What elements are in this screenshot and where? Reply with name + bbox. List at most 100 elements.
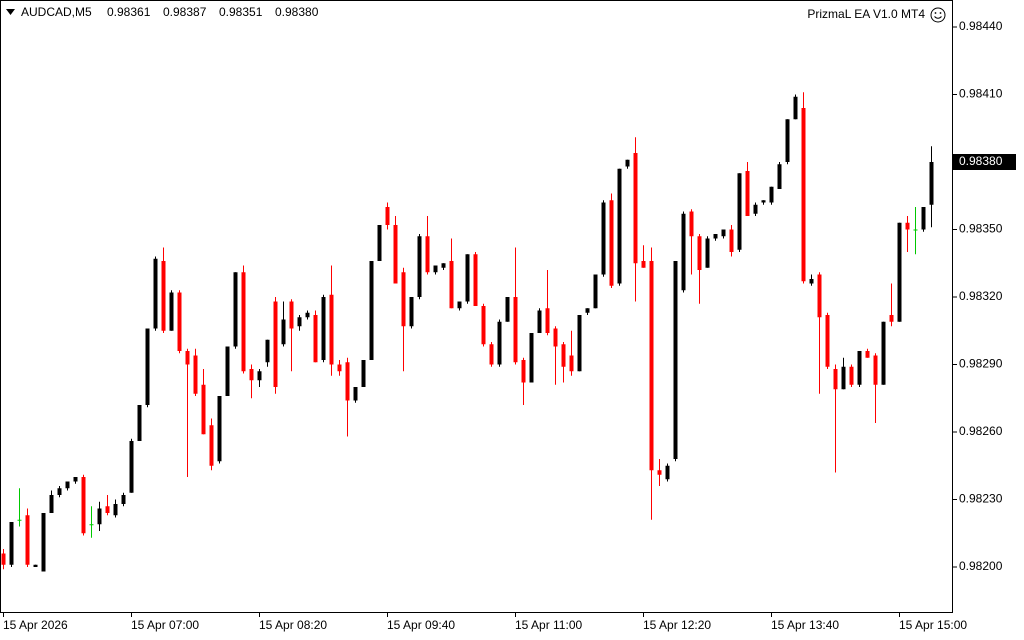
candle-body xyxy=(529,333,534,383)
candle-body xyxy=(457,301,462,309)
candle-body xyxy=(313,315,318,363)
y-tick-label: 0.98200 xyxy=(959,559,1003,573)
candle-body xyxy=(785,119,790,162)
x-tick-label: 15 Apr 11:00 xyxy=(515,618,582,632)
candle-body xyxy=(17,519,22,521)
candle-body xyxy=(489,344,494,365)
candle-body xyxy=(809,279,814,284)
smiley-mouth xyxy=(934,16,942,19)
candle-body xyxy=(241,272,246,372)
candle-body xyxy=(409,297,414,327)
x-tick-label: 15 Apr 15:00 xyxy=(899,618,967,632)
menu-triangle[interactable] xyxy=(6,9,15,15)
candle-body xyxy=(401,272,406,327)
candle-body xyxy=(177,292,182,351)
candle-body xyxy=(777,164,782,189)
candle-body xyxy=(873,355,878,385)
candle-body xyxy=(145,328,150,405)
candle-body xyxy=(697,236,702,270)
candle-body xyxy=(473,254,478,306)
candle-body xyxy=(921,207,926,230)
candle-body xyxy=(9,522,14,565)
candle-body xyxy=(449,261,454,309)
candle-body xyxy=(577,315,582,372)
candle-body xyxy=(81,477,86,534)
candle-body xyxy=(353,387,358,401)
candle-body xyxy=(905,222,910,230)
x-tick-label: 15 Apr 08:20 xyxy=(259,618,327,632)
candle-body xyxy=(417,236,422,297)
candle-body xyxy=(425,236,430,273)
candle-body xyxy=(217,396,222,462)
y-tick-label: 0.98230 xyxy=(959,492,1003,506)
candle-body xyxy=(209,425,214,466)
candle-body xyxy=(289,301,294,329)
candle-body xyxy=(441,263,446,268)
candle-body xyxy=(545,308,550,333)
candle-body xyxy=(193,355,198,394)
candle-body xyxy=(673,261,678,459)
candle-body xyxy=(665,465,670,480)
candle-body xyxy=(625,159,630,167)
candle-body xyxy=(881,321,886,385)
candle-body xyxy=(769,186,774,203)
smiley[interactable] xyxy=(930,7,946,23)
candle-body xyxy=(113,504,118,516)
candle-body xyxy=(305,312,310,318)
candle-body xyxy=(185,351,190,365)
candle-body xyxy=(913,229,918,231)
candle-body xyxy=(713,234,718,239)
candle-body xyxy=(857,351,862,385)
candle-body xyxy=(105,506,110,513)
candle-body xyxy=(889,315,894,322)
candle-body xyxy=(617,168,622,284)
candle-body xyxy=(593,274,598,309)
candle-body xyxy=(169,292,174,331)
candle-body xyxy=(57,488,62,495)
candle-body xyxy=(161,261,166,331)
smiley-eye xyxy=(934,12,937,14)
y-tick-label: 0.98290 xyxy=(959,357,1003,371)
candle-body xyxy=(257,371,262,381)
candle-body xyxy=(737,173,742,250)
candle-body xyxy=(745,171,750,216)
candle-body xyxy=(505,297,510,322)
candle-body xyxy=(649,261,654,471)
candle-body xyxy=(393,225,398,284)
candle-body xyxy=(273,301,278,387)
candle-body xyxy=(497,321,502,365)
candle-body xyxy=(481,306,486,345)
y-tick-label: 0.98410 xyxy=(959,87,1003,101)
candle-body xyxy=(281,319,286,345)
candle-body xyxy=(865,351,870,358)
header-low: 0.98351 xyxy=(219,5,263,19)
header-open: 0.98361 xyxy=(107,5,151,19)
candle-body xyxy=(265,339,270,363)
candle-body xyxy=(585,308,590,313)
candle-body xyxy=(297,317,302,327)
candle-body xyxy=(601,202,606,275)
expert-name: PrizmaL EA V1.0 MT4 xyxy=(807,7,925,21)
candle-body xyxy=(137,405,142,441)
candle-body xyxy=(233,272,238,347)
y-tick-label: 0.98320 xyxy=(959,289,1003,303)
candle-body xyxy=(369,261,374,360)
symbol: AUDCAD,M5 xyxy=(21,5,92,19)
candle-body xyxy=(609,200,614,286)
candle-body xyxy=(385,207,390,225)
candle-body xyxy=(729,229,734,252)
y-tick-label: 0.98260 xyxy=(959,424,1003,438)
candle-body xyxy=(817,274,822,318)
candle-body xyxy=(65,481,70,489)
candle-body xyxy=(33,564,38,567)
candle-body xyxy=(345,362,350,401)
candle-body xyxy=(537,310,542,333)
candle-body xyxy=(465,254,470,302)
current-price-box xyxy=(953,154,1016,170)
header-close: 0.98380 xyxy=(275,5,319,19)
smiley-face[interactable] xyxy=(930,7,946,23)
x-tick-label: 15 Apr 12:20 xyxy=(643,618,711,632)
candle-body xyxy=(153,258,158,329)
candle-body xyxy=(321,297,326,360)
